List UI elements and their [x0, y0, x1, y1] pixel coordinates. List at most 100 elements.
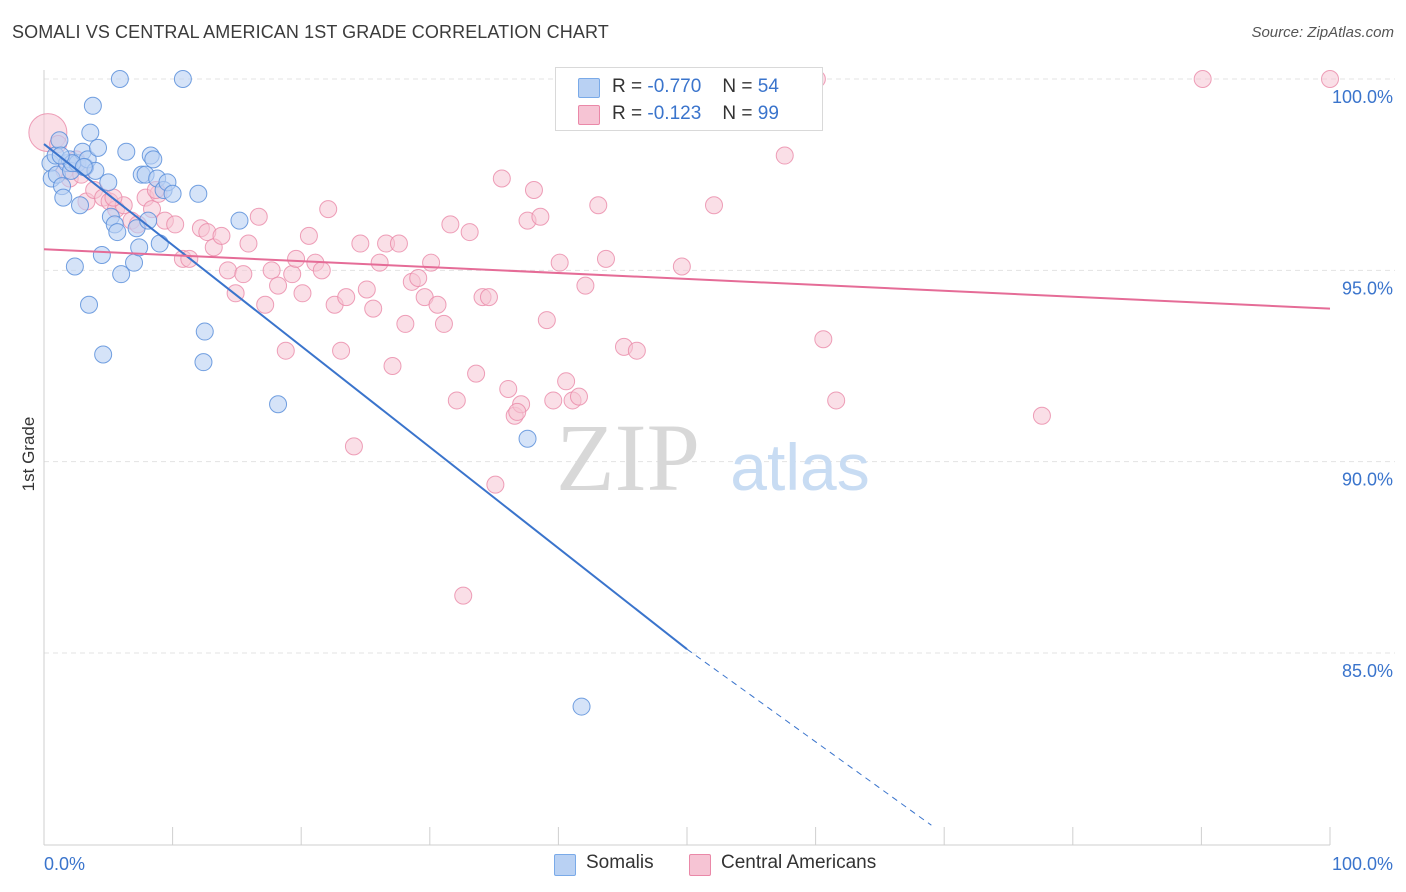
point-central-americans	[287, 249, 306, 268]
legend-n-label: N =	[722, 76, 753, 97]
legend-r-label: R =	[612, 103, 643, 124]
watermark-atlas: atlas	[730, 430, 869, 504]
point-central-americans	[364, 299, 383, 318]
point-central-americans	[276, 341, 295, 360]
point-central-americans	[1032, 406, 1051, 425]
trend-lines	[43, 143, 1331, 826]
points-central-americans	[28, 70, 1339, 605]
legend-n-label: N =	[722, 103, 753, 124]
point-central-americans	[422, 253, 441, 272]
point-somalis	[54, 188, 73, 207]
legend-n-central-americans: 99	[757, 103, 779, 124]
point-central-americans	[1321, 70, 1339, 88]
point-central-americans	[569, 387, 588, 406]
point-central-americans	[428, 295, 447, 314]
source-label: Source: ZipAtlas.com	[1251, 24, 1394, 41]
point-central-americans	[492, 169, 511, 188]
point-somalis	[71, 196, 90, 215]
gridlines	[44, 78, 1395, 654]
point-central-americans	[1193, 70, 1212, 88]
point-somalis	[163, 184, 182, 203]
y-tick-label-90: 90.0%	[1342, 470, 1393, 490]
point-somalis	[189, 184, 208, 203]
point-central-americans	[537, 311, 556, 330]
point-somalis	[125, 253, 144, 272]
legend-n-somalis: 54	[757, 76, 779, 97]
point-somalis	[230, 211, 249, 230]
bottom-legend-label-central-americans: Central Americans	[721, 852, 877, 873]
y-tick-label-100: 100.0%	[1332, 87, 1393, 107]
point-somalis	[144, 150, 163, 169]
point-central-americans	[256, 295, 275, 314]
point-central-americans	[319, 200, 338, 219]
bottom-legend-swatch-somalis	[554, 854, 576, 876]
point-central-americans	[550, 253, 569, 272]
trend-line-central-americans	[43, 248, 1331, 310]
y-tick-label-85: 85.0%	[1342, 661, 1393, 681]
point-central-americans	[234, 265, 253, 284]
watermark-zip: ZIP	[556, 404, 700, 511]
point-central-americans	[447, 391, 466, 410]
point-central-americans	[467, 364, 486, 383]
point-central-americans	[351, 234, 370, 253]
y-axis-label: 1st Grade	[19, 416, 38, 492]
point-somalis	[50, 131, 69, 150]
watermark: ZIP atlas	[556, 404, 870, 511]
points-somalis	[41, 70, 591, 716]
point-somalis	[269, 395, 288, 414]
trend-line-somalis-extension	[686, 648, 932, 826]
x-tick-label-max: 100.0%	[1332, 854, 1393, 874]
point-central-americans	[283, 265, 302, 284]
point-central-americans	[672, 257, 691, 276]
point-central-americans	[627, 341, 646, 360]
point-central-americans	[293, 284, 312, 303]
point-central-americans	[499, 379, 518, 398]
legend-r-label: R =	[612, 76, 643, 97]
point-central-americans	[262, 261, 281, 280]
point-somalis	[572, 697, 591, 716]
point-central-americans	[814, 330, 833, 349]
point-central-americans	[576, 276, 595, 295]
point-somalis	[173, 70, 192, 88]
point-somalis	[518, 429, 537, 448]
point-somalis	[117, 142, 136, 161]
point-central-americans	[344, 437, 363, 456]
bottom-legend-label-somalis: Somalis	[586, 852, 654, 873]
point-central-americans	[357, 280, 376, 299]
bottom-legend-swatch-central-americans	[689, 854, 711, 876]
point-central-americans	[460, 223, 479, 242]
point-somalis	[110, 70, 129, 88]
point-central-americans	[249, 207, 268, 226]
legend-box: R = -0.770 N = 54 R = -0.123 N = 99	[555, 67, 823, 131]
axes	[43, 70, 1331, 846]
point-central-americans	[370, 253, 389, 272]
point-central-americans	[239, 234, 258, 253]
point-somalis	[150, 234, 169, 253]
point-central-americans	[589, 196, 608, 215]
point-somalis	[94, 345, 113, 364]
point-central-americans	[389, 234, 408, 253]
point-somalis	[108, 223, 127, 242]
point-central-americans	[486, 475, 505, 494]
point-central-americans	[269, 276, 288, 295]
point-central-americans	[409, 268, 428, 287]
point-central-americans	[396, 314, 415, 333]
point-central-americans	[434, 314, 453, 333]
point-central-americans	[557, 372, 576, 391]
point-somalis	[89, 138, 108, 157]
point-somalis	[195, 322, 214, 341]
point-central-americans	[212, 226, 231, 245]
point-somalis	[65, 257, 84, 276]
point-somalis	[74, 158, 93, 177]
point-somalis	[92, 246, 111, 265]
point-somalis	[99, 173, 118, 192]
point-somalis	[130, 238, 149, 257]
point-central-americans	[508, 402, 527, 421]
point-somalis	[112, 265, 131, 284]
point-central-americans	[383, 357, 402, 375]
trend-line-somalis	[43, 143, 688, 650]
legend-r-somalis: -0.770	[647, 76, 702, 97]
tick-labels: 85.0% 90.0% 95.0% 100.0% 0.0% 100.0%	[44, 87, 1393, 874]
point-somalis	[81, 123, 100, 142]
